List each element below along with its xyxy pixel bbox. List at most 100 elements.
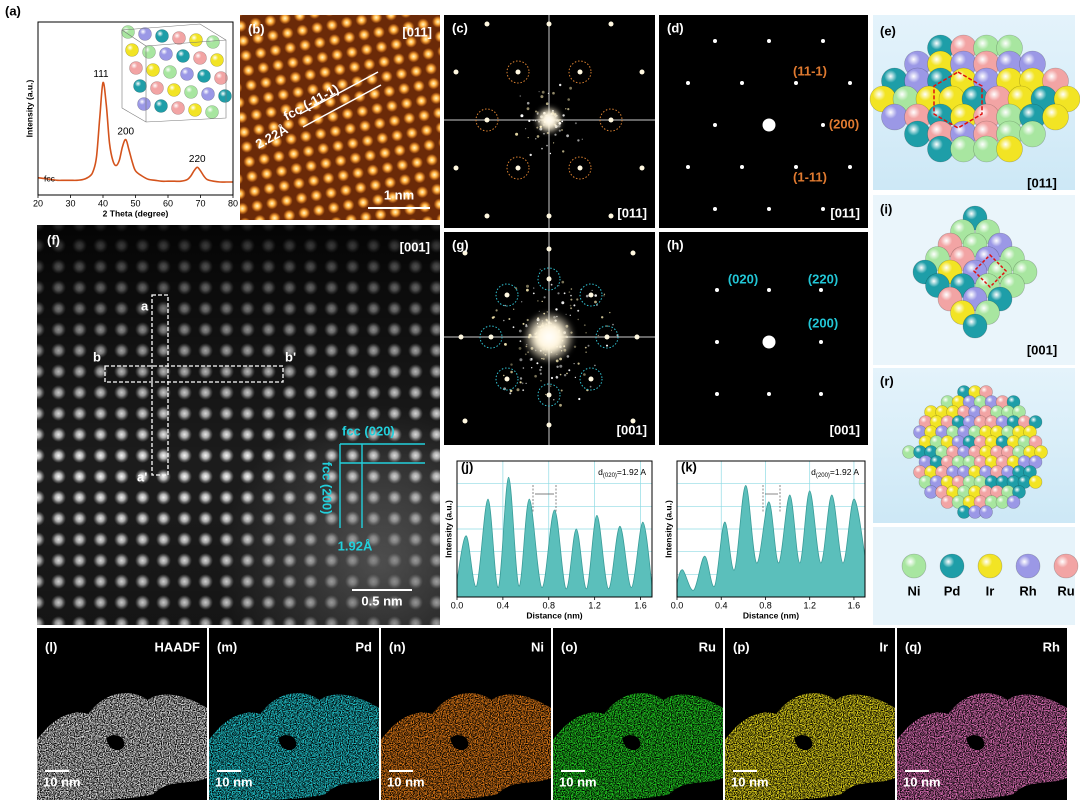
- fft-speckle: [519, 358, 523, 362]
- zone-axis: [001]: [400, 239, 430, 254]
- atom: [193, 51, 207, 65]
- atom: [1042, 103, 1069, 131]
- scale-label: 0.5 nm: [361, 593, 402, 608]
- fft-speckle: [562, 114, 565, 117]
- fft-speckle: [609, 311, 611, 314]
- atom: [218, 89, 232, 103]
- fft-speckle: [606, 344, 608, 347]
- fft-ring: [479, 325, 503, 349]
- fft-speckle: [509, 392, 512, 395]
- fft-speckle: [563, 374, 567, 377]
- fft-speckle: [558, 285, 560, 287]
- fft-ring: [579, 283, 603, 307]
- area: [457, 476, 652, 597]
- dp-bg: [659, 15, 868, 228]
- fft-speckle: [503, 319, 505, 322]
- x-axis-title: Distance (nm): [526, 610, 582, 620]
- fft-speckle: [510, 370, 513, 374]
- fft-speckle: [569, 304, 572, 307]
- scale-label: 10 nm: [559, 774, 597, 789]
- fft-speckle: [547, 92, 550, 94]
- fft-spot: [634, 334, 640, 340]
- atom: [138, 27, 152, 41]
- fft-spot: [630, 250, 636, 256]
- dp-spot: [819, 340, 823, 344]
- fft-speckle: [597, 334, 599, 337]
- atom: [1028, 435, 1043, 449]
- dp-spot: [713, 39, 717, 43]
- x-tick-label: 0.4: [715, 600, 728, 610]
- fft-speckle: [540, 95, 544, 99]
- fft-speckle: [532, 292, 535, 295]
- atom: [184, 85, 198, 99]
- fft-ring: [568, 156, 592, 180]
- fft-speckle: [522, 389, 525, 392]
- fft-speckle: [566, 355, 570, 358]
- element-label: Ir: [879, 639, 888, 654]
- fft-speckle: [555, 308, 558, 311]
- fft-speckle: [519, 381, 522, 384]
- fft-speckle: [550, 283, 553, 286]
- dp-spot: [819, 392, 823, 396]
- fft-ring: [599, 108, 623, 132]
- atom: [881, 103, 908, 131]
- line: [38, 81, 233, 183]
- fft-speckle: [612, 323, 614, 326]
- fft-speckle: [541, 300, 543, 303]
- atom: [1006, 495, 1021, 509]
- fft-speckle: [567, 108, 570, 111]
- x-tick-label: 20: [33, 198, 43, 208]
- panel-label: (e): [880, 23, 896, 38]
- fft-speckle: [509, 389, 513, 393]
- atom: [189, 33, 203, 47]
- element-label: Ru: [699, 639, 716, 654]
- fft-spot: [462, 418, 468, 424]
- dp-spot: [821, 123, 825, 127]
- scale-label: 10 nm: [731, 774, 769, 789]
- fft-spot: [462, 250, 468, 256]
- fft-speckle: [541, 90, 545, 94]
- fft-ring: [495, 367, 519, 391]
- panel-label: (k): [681, 459, 697, 474]
- fft-speckle: [573, 363, 575, 365]
- legend-label: Ni: [908, 583, 921, 598]
- fft-speckle: [539, 372, 543, 375]
- fft-spot: [504, 376, 510, 382]
- fft-speckle: [549, 152, 552, 155]
- fft-speckle: [574, 376, 577, 379]
- fft-speckle: [535, 110, 537, 113]
- profile-label: b': [285, 349, 296, 364]
- plot-frame: [676, 460, 866, 598]
- map-signal: [725, 692, 895, 800]
- fft-speckle: [526, 288, 529, 292]
- fft-speckle: [585, 331, 587, 334]
- fft-speckle: [504, 343, 507, 346]
- atom: [163, 65, 177, 79]
- peak-label: 200: [117, 126, 134, 137]
- fft-speckle: [577, 139, 580, 142]
- scale-label: 10 nm: [215, 774, 253, 789]
- zone-axis: [011]: [402, 24, 432, 39]
- fft-speckle: [522, 322, 525, 325]
- fft-speckle: [578, 397, 581, 401]
- dp-spot: [713, 207, 717, 211]
- fft-speckle: [520, 114, 524, 118]
- atom: [205, 105, 219, 119]
- fft-speckle: [492, 316, 496, 319]
- fft-spot: [588, 376, 594, 382]
- fft-speckle: [567, 98, 570, 101]
- fft-speckle: [526, 101, 530, 105]
- fft-speckle: [532, 119, 534, 122]
- fft-speckle: [521, 301, 523, 303]
- zone-axis: [011]: [1027, 175, 1057, 190]
- fft-speckle: [587, 344, 590, 347]
- fft-speckle: [538, 91, 540, 93]
- fft-speckle: [561, 129, 563, 131]
- dp-spot: [767, 288, 771, 292]
- atom: [1012, 485, 1026, 499]
- fft-speckle: [594, 294, 597, 297]
- atom: [159, 47, 173, 61]
- fft-speckle: [561, 280, 565, 284]
- fft-speckle: [533, 287, 535, 289]
